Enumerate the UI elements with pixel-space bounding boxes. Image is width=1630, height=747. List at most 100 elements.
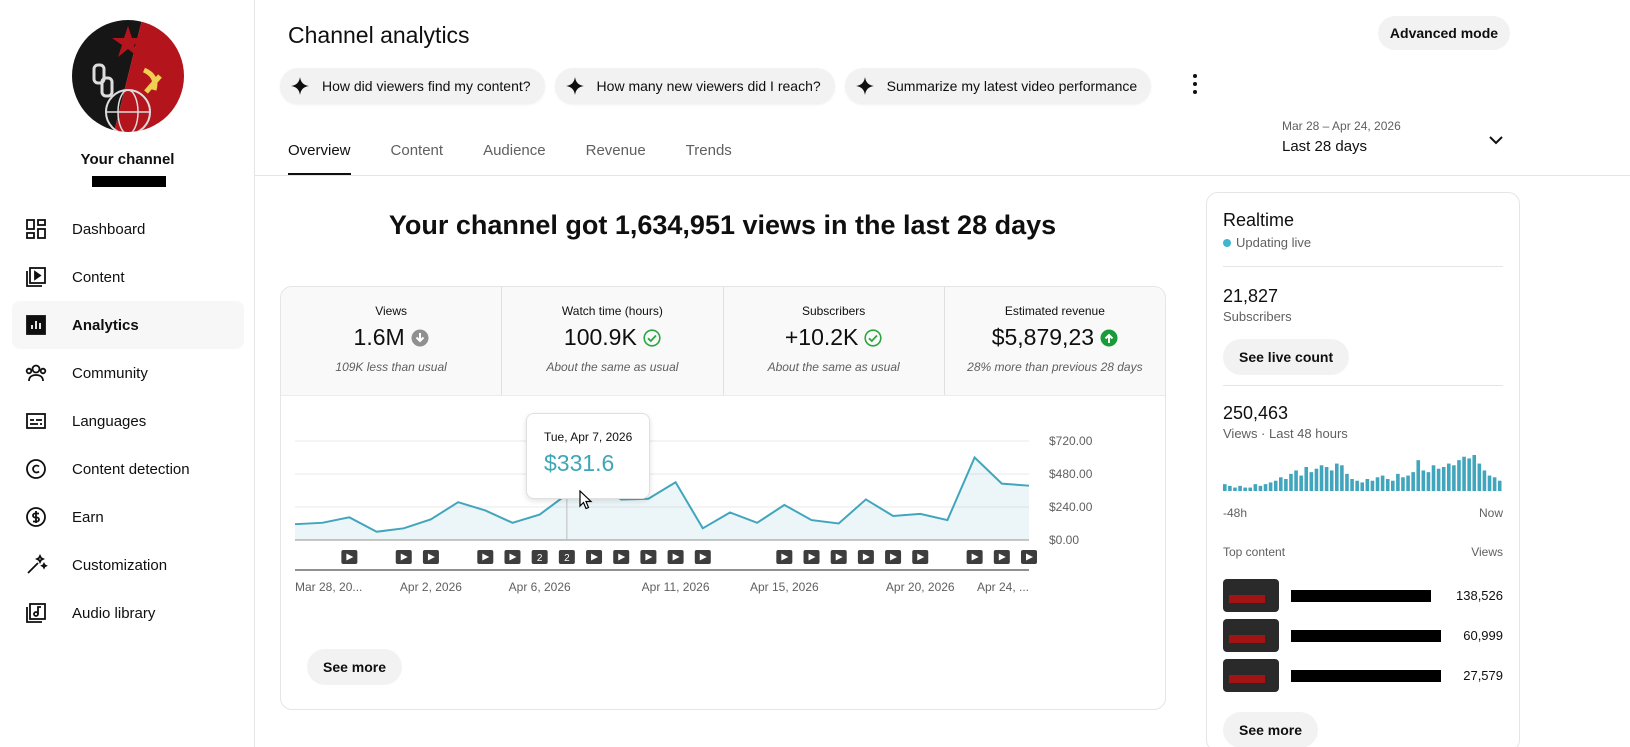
chevron-down-icon[interactable]: [1487, 131, 1505, 149]
page-title: Channel analytics: [288, 22, 470, 48]
video-marker-play-icon: [482, 553, 490, 561]
suggestion-chip[interactable]: How did viewers find my content?: [280, 68, 545, 104]
realtime-bar: [1279, 477, 1283, 491]
tab-audience[interactable]: Audience: [483, 142, 546, 159]
x-tick-label: Apr 6, 2026: [509, 580, 571, 594]
divider: [1223, 266, 1503, 267]
analytics-tabs: Overview Content Audience Revenue Trends: [288, 128, 772, 175]
revenue-chart[interactable]: $720.00 $480.00 $240.00 $0.00 2 2 Mar 28, 20..…: [281, 397, 1165, 607]
y-tick-label: $480.00: [1049, 467, 1093, 481]
realtime-bar: [1370, 480, 1375, 491]
video-views: 60,999: [1463, 628, 1503, 643]
updating-live-label: Updating live: [1236, 235, 1312, 250]
realtime-axis-start: -48h: [1223, 506, 1248, 520]
video-marker-play-icon: [862, 553, 870, 561]
see-more-button[interactable]: See more: [1223, 712, 1319, 747]
tab-revenue[interactable]: Revenue: [585, 142, 646, 159]
video-marker-count: 2: [564, 553, 570, 564]
realtime-bar: [1340, 465, 1344, 491]
tab-overview[interactable]: Overview: [288, 128, 351, 175]
video-marker-play-icon: [971, 553, 979, 561]
realtime-bar: [1406, 475, 1410, 491]
realtime-bar: [1258, 485, 1263, 491]
realtime-bar: [1426, 472, 1431, 491]
metric-value: 100.9K: [563, 324, 637, 350]
realtime-bar: [1273, 480, 1278, 491]
realtime-bar: [1228, 485, 1232, 491]
realtime-bar: [1416, 460, 1421, 491]
realtime-bar: [1299, 475, 1303, 491]
metric-views[interactable]: Views 1.6M 109K less than usual: [281, 287, 503, 395]
sidebar-item-label: Customization: [72, 556, 168, 574]
realtime-bar: [1462, 456, 1466, 491]
x-tick-label: Apr 20, 2026: [886, 580, 955, 594]
video-title-redacted: [1291, 589, 1431, 602]
arrow-down-circle-icon: [411, 329, 429, 346]
sidebar-item-content-detection[interactable]: Content detection: [12, 445, 244, 493]
realtime-bar: [1243, 487, 1247, 491]
sidebar-item-content[interactable]: Content: [12, 253, 244, 301]
tab-content[interactable]: Content: [390, 142, 444, 159]
dashboard-icon: [24, 217, 48, 241]
sidebar-item-audio-library[interactable]: Audio library: [12, 589, 244, 637]
realtime-bar: [1263, 484, 1268, 491]
realtime-bar: [1350, 479, 1354, 491]
top-content-row[interactable]: 138,526: [1223, 579, 1503, 612]
video-marker-play-icon: [509, 553, 517, 561]
realtime-subscribers-label: Subscribers: [1223, 309, 1292, 324]
realtime-bar: [1375, 477, 1380, 491]
metric-estimated-revenue[interactable]: Estimated revenue $5,879,23 28% more tha…: [945, 287, 1165, 395]
realtime-bar: [1294, 470, 1298, 491]
sidebar-nav: Dashboard Content Analytics Community: [12, 205, 244, 637]
check-circle-icon: [864, 328, 882, 347]
sidebar-item-customization[interactable]: Customization: [12, 541, 244, 589]
see-more-button[interactable]: See more: [307, 649, 403, 685]
date-range-selector[interactable]: Mar 28 – Apr 24, 2026 Last 28 days: [1282, 119, 1401, 155]
realtime-bar: [1360, 482, 1365, 491]
sidebar-item-label: Earn: [72, 508, 104, 526]
video-marker-play-icon: [781, 553, 789, 561]
realtime-bar: [1391, 480, 1395, 491]
x-tick-label: Apr 15, 2026: [750, 580, 819, 594]
more-options-icon[interactable]: [1186, 72, 1204, 96]
video-marker-count: 2: [537, 553, 543, 564]
metric-watch-time[interactable]: Watch time (hours) 100.9K About the same…: [502, 287, 724, 395]
see-live-count-button[interactable]: See live count: [1223, 339, 1350, 375]
sidebar-item-analytics[interactable]: Analytics: [12, 301, 244, 349]
realtime-bar: [1385, 479, 1390, 491]
date-range-period: Last 28 days: [1282, 138, 1368, 155]
metric-label: Watch time (hours): [561, 304, 663, 318]
chip-label: How did viewers find my content?: [322, 78, 531, 94]
advanced-mode-button[interactable]: Advanced mode: [1378, 16, 1510, 50]
realtime-bar: [1233, 487, 1237, 491]
metric-value-wrap: $5,879,23: [945, 324, 1165, 351]
channel-avatar[interactable]: [72, 20, 184, 132]
top-content-row[interactable]: 27,579: [1223, 659, 1503, 692]
sidebar-item-dashboard[interactable]: Dashboard: [12, 205, 244, 253]
top-content-row[interactable]: 60,999: [1223, 619, 1503, 652]
sidebar-item-label: Dashboard: [72, 220, 146, 238]
realtime-bar: [1497, 480, 1502, 491]
updating-live-indicator: Updating live: [1223, 235, 1311, 250]
realtime-panel: Realtime Updating live 21,827 Subscriber…: [1206, 192, 1520, 747]
tooltip-value: $331.6: [544, 450, 615, 476]
realtime-bar: [1355, 480, 1359, 491]
realtime-title: Realtime: [1223, 210, 1295, 230]
live-dot: [1223, 238, 1231, 247]
metric-subscribers[interactable]: Subscribers +10.2K About the same as usu…: [724, 287, 945, 395]
sidebar-item-label: Audio library: [72, 604, 156, 622]
realtime-views-bar-chart[interactable]: [1223, 455, 1503, 491]
sparkle-icon: [291, 77, 309, 95]
realtime-bar: [1238, 485, 1242, 491]
views-column-label: Views: [1471, 545, 1503, 559]
sidebar-item-earn[interactable]: Earn: [12, 493, 244, 541]
realtime-bar: [1289, 473, 1293, 491]
suggestion-chip[interactable]: Summarize my latest video performance: [844, 68, 1152, 104]
suggestion-chip[interactable]: How many new viewers did I reach?: [554, 68, 835, 104]
sidebar-item-community[interactable]: Community: [12, 349, 244, 397]
realtime-bar: [1396, 473, 1400, 491]
metric-value-wrap: 1.6M: [281, 324, 501, 351]
video-thumbnail: [1223, 659, 1279, 692]
tab-trends[interactable]: Trends: [685, 142, 732, 159]
sidebar-item-languages[interactable]: Languages: [12, 397, 244, 445]
